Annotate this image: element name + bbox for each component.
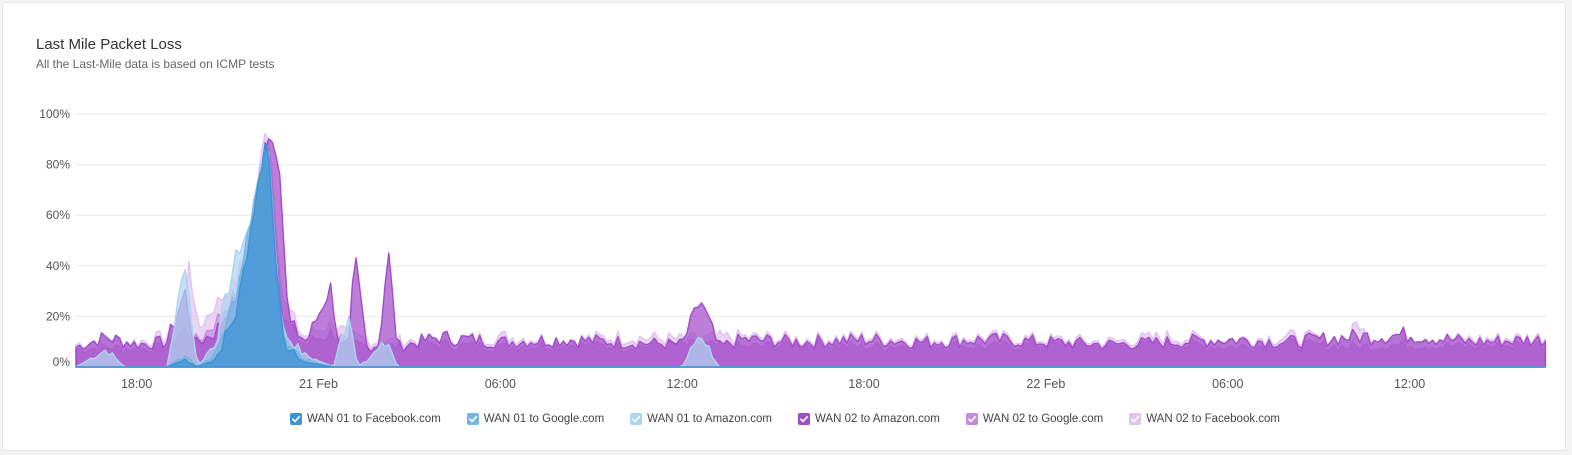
legend-label: WAN 01 to Facebook.com xyxy=(306,413,441,425)
legend-item[interactable]: WAN 02 to Google.com xyxy=(965,413,1104,425)
y-tick-label: 40% xyxy=(46,259,70,273)
packet-loss-chart: 0% 20% 40% 60% 80% 100% 18:00 21 Feb 06:00 12:00 1… xyxy=(39,107,1547,391)
legend-item[interactable]: WAN 01 to Google.com xyxy=(466,413,605,425)
y-tick-label: 100% xyxy=(39,107,70,121)
checkbox-checked-icon[interactable] xyxy=(630,413,643,425)
checkbox-checked-icon[interactable] xyxy=(798,413,810,425)
legend-item[interactable]: WAN 02 to Facebook.com xyxy=(1129,413,1280,425)
x-tick-label: 12:00 xyxy=(667,377,698,391)
legend-item[interactable]: WAN 01 to Facebook.com xyxy=(289,413,441,425)
y-tick-label: 0% xyxy=(53,355,71,369)
x-tick-label: 18:00 xyxy=(848,377,879,391)
legend-label: WAN 01 to Google.com xyxy=(483,413,605,425)
x-tick-label: 22 Feb xyxy=(1026,377,1065,391)
legend-label: WAN 02 to Facebook.com xyxy=(1146,413,1281,425)
checkbox-checked-icon[interactable] xyxy=(965,413,978,425)
checkbox-checked-icon[interactable] xyxy=(466,413,479,425)
legend-label: WAN 02 to Amazon.com xyxy=(815,413,940,425)
y-tick-label: 60% xyxy=(46,208,70,222)
x-tick-label: 06:00 xyxy=(485,377,516,391)
checkbox-checked-icon[interactable] xyxy=(289,413,302,425)
legend-item[interactable]: WAN 02 to Amazon.com xyxy=(798,413,940,425)
area-series-wan-01-to-facebook-com xyxy=(75,141,1547,368)
y-tick-label: 20% xyxy=(46,309,70,323)
chart-subtitle: All the Last-Mile data is based on ICMP … xyxy=(36,57,275,71)
chart-title: Last Mile Packet Loss xyxy=(36,36,182,53)
x-tick-label: 21 Feb xyxy=(299,377,338,391)
x-tick-label: 12:00 xyxy=(1394,377,1425,391)
y-tick-label: 80% xyxy=(46,158,70,172)
checkbox-checked-icon[interactable] xyxy=(1129,413,1142,425)
legend-label: WAN 02 to Google.com xyxy=(982,413,1104,425)
legend-label: WAN 01 to Amazon.com xyxy=(647,413,772,425)
area-series-wan-02-to-amazon-com xyxy=(75,138,1547,368)
x-tick-label: 18:00 xyxy=(121,377,152,391)
x-tick-label: 06:00 xyxy=(1212,377,1243,391)
chart-legend: WAN 01 to Facebook.com WAN 01 to Google.c… xyxy=(3,413,1567,425)
legend-item[interactable]: WAN 01 to Amazon.com xyxy=(630,413,772,425)
